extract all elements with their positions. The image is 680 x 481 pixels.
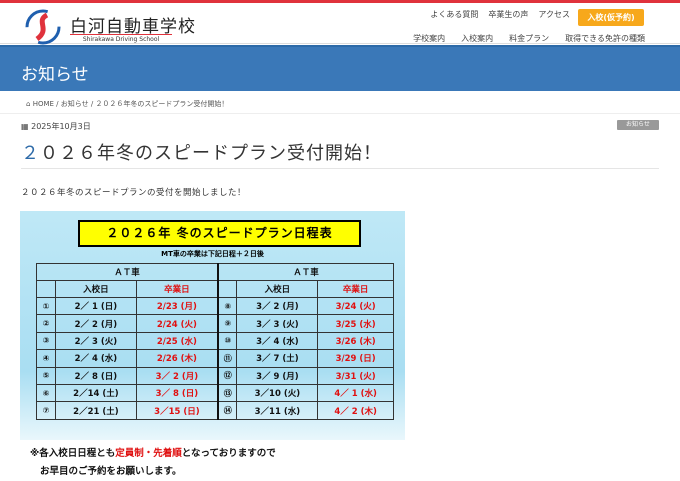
poster-subtitle: MT車の卒業は下記日程＋２日後 [161,250,264,258]
breadcrumb-current: ２０２６年冬のスピードプラン受付開始！ [95,100,229,108]
page-heading: お知らせ [21,65,89,85]
brand-name[interactable]: 白河自動車学校 [70,17,196,37]
entry-date: 3／11 (水) [236,401,319,420]
page-hero: お知らせ [0,45,680,91]
row-number: ③ [36,331,56,351]
schedule-row: ⑥ 2／14 (土) 3／ 8 (日) ⑬ 3／10 (火) 4／ 1 (水) [36,383,394,403]
col-entry: 入校日 [55,280,137,298]
note-text: お早目のご予約をお願いします。 [39,466,182,477]
note-text: となっておりますので [181,448,276,459]
col-grad: 卒業日 [135,280,219,298]
graduation-date: 3／ 8 (日) [135,383,219,403]
schedule-row: ① 2／ 1 (日) 2/23 (月) ⑧ 3／ 2 (月) 3/24 (火) [36,296,394,316]
row-number: ⑦ [36,401,56,420]
top-accent-bar [0,0,680,3]
home-icon: ⌂ [26,100,31,108]
schedule-row: ③ 2／ 3 (火) 2/25 (水) ⑩ 3／ 4 (水) 3/26 (木) [36,331,394,351]
poster-title: ２０２６年 冬のスピードプラン日程表 [78,220,361,247]
graduation-date: 3／ 2 (月) [135,366,219,385]
graduation-date: 2/23 (月) [135,296,219,316]
title-first-char: ２ [21,143,40,164]
category-badge[interactable]: お知らせ [617,120,659,130]
site-header: 白河自動車学校 Shirakawa Driving School よくある質問 … [0,3,680,45]
enroll-button[interactable]: 入校(仮予約) [578,9,644,26]
schedule-poster: ２０２６年 冬のスピードプラン日程表 MT車の卒業は下記日程＋２日後 ＡＴ車 ＡＴ… [20,211,405,477]
entry-date: 2／ 8 (日) [55,366,137,385]
graduation-date: 3/26 (木) [317,331,394,351]
row-number: ⑤ [36,366,56,385]
entry-date: 3／ 2 (月) [236,296,319,316]
school-logo-icon[interactable] [25,9,61,45]
nav-faq[interactable]: よくある質問 [430,10,479,19]
note-text: ※各入校日日程とも [30,448,116,459]
divider [0,113,680,114]
breadcrumb-news[interactable]: お知らせ [60,100,89,108]
nav-license-types[interactable]: 取得できる免許の種類 [565,34,645,43]
post-date-text: 2025年10月3日 [31,122,91,131]
row-number: ② [36,314,56,333]
breadcrumb: ⌂ HOME / お知らせ / ２０２６年冬のスピードプラン受付開始！ [26,100,229,108]
schedule-row: ⑦ 2／21 (土) 3／15 (日) ⑭ 3／11 (水) 4／ 2 (木) [36,401,394,420]
nav-access[interactable]: アクセス [538,10,570,19]
graduation-date: 3/25 (水) [317,314,394,333]
row-number: ⑪ [216,349,238,368]
row-number: ⑫ [216,366,238,385]
main-nav: 学校案内 入校案内 料金プラン 取得できる免許の種類 [413,33,645,44]
schedule-row: ⑤ 2／ 8 (日) 3／ 2 (月) ⑫ 3／ 9 (月) 3/31 (火) [36,366,394,385]
entry-date: 3／ 4 (水) [236,331,319,351]
graduation-date: 3／15 (日) [135,401,219,420]
row-number: ① [36,296,56,316]
graduation-date: 3/29 (日) [317,349,394,368]
entry-date: 3／10 (火) [236,383,319,403]
schedule-table: ＡＴ車 ＡＴ車 入校日 卒業日 入校日 卒業日 ① 2／ 1 (日) 2/23 (月) ⑧ 3… [35,263,394,420]
schedule-row: ④ 2／ 4 (水) 2/26 (木) ⑪ 3／ 7 (土) 3/29 (日) [36,349,394,368]
nav-school-info[interactable]: 学校案内 [413,34,446,43]
schedule-row: ② 2／ 2 (月) 2/24 (火) ⑨ 3／ 3 (火) 3/25 (水) [36,314,394,333]
post-title: ２０２６年冬のスピードプラン受付開始！ [21,139,382,165]
group-header: ＡＴ車 [35,263,219,281]
brand-subtitle: Shirakawa Driving School [70,34,172,43]
nav-enrollment[interactable]: 入校案内 [461,34,494,43]
entry-date: 2／14 (土) [55,383,137,403]
graduation-date: 3/31 (火) [317,366,394,385]
row-number: ⑭ [216,401,238,420]
title-rest: ０２６年冬のスピードプラン受付開始！ [40,143,382,164]
post-date: ▦ 2025年10月3日 [21,121,91,132]
graduation-date: 3/24 (火) [317,296,394,316]
entry-date: 3／ 9 (月) [236,366,319,385]
graduation-date: 2/26 (木) [135,349,219,368]
calendar-icon: ▦ [21,122,29,131]
graduation-date: 2/25 (水) [135,331,219,351]
group-header: ＡＴ車 [216,263,394,281]
divider [21,168,659,169]
col-entry: 入校日 [236,280,319,298]
row-number: ⑧ [216,296,238,316]
post-lead: ２０２６年冬のスピードプランの受付を開始しました！ [21,188,247,198]
entry-date: 2／ 4 (水) [55,349,137,368]
nav-pricing[interactable]: 料金プラン [509,34,550,43]
row-number: ⑥ [36,383,56,403]
note-highlight: 定員制・先着順 [115,448,182,459]
entry-date: 2／ 2 (月) [55,314,137,333]
row-number: ⑩ [216,331,238,351]
graduation-date: 4／ 2 (木) [317,401,394,420]
graduation-date: 2/24 (火) [135,314,219,333]
col-grad: 卒業日 [317,280,394,298]
entry-date: 2／21 (土) [55,401,137,420]
entry-date: 3／ 3 (火) [236,314,319,333]
poster-note: ※各入校日日程とも定員制・先着順となっておりますので お早目のご予約をお願いしま… [30,445,276,481]
row-number: ⑨ [216,314,238,333]
row-number: ⑬ [216,383,238,403]
breadcrumb-home[interactable]: HOME [32,100,54,108]
row-number: ④ [36,349,56,368]
nav-testimonials[interactable]: 卒業生の声 [488,10,529,19]
entry-date: 2／ 3 (火) [55,331,137,351]
graduation-date: 4／ 1 (水) [317,383,394,403]
entry-date: 3／ 7 (土) [236,349,319,368]
entry-date: 2／ 1 (日) [55,296,137,316]
utility-nav: よくある質問 卒業生の声 アクセス [430,9,570,20]
